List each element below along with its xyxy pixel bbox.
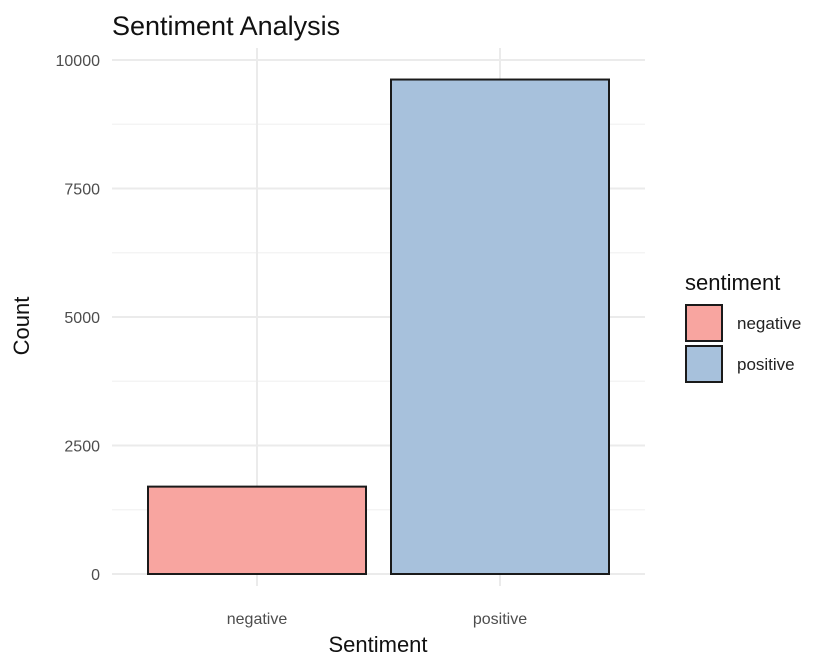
legend-label-positive: positive [737,355,795,374]
legend-key-positive [685,345,723,383]
x-tick-label: positive [473,611,527,628]
legend-label-negative: negative [737,314,801,333]
y-tick-label: 7500 [64,182,100,199]
y-tick-label: 2500 [64,439,100,456]
x-tick-label: negative [227,611,288,628]
x-tick-labels: negative positive [227,611,527,628]
chart-title: Sentiment Analysis [112,11,340,41]
bar-positive [390,78,610,575]
y-tick-label: 5000 [64,310,100,327]
legend-key-negative [685,304,723,342]
bars [147,78,610,575]
legend: sentiment negative positive [685,270,801,383]
y-axis-title: Count [9,297,34,356]
y-tick-label: 0 [91,567,100,584]
legend-title: sentiment [685,270,780,295]
y-tick-labels: 0 2500 5000 7500 10000 [56,53,101,584]
x-axis-title: Sentiment [328,632,427,657]
bar-negative [147,485,367,575]
y-tick-label: 10000 [56,53,101,70]
